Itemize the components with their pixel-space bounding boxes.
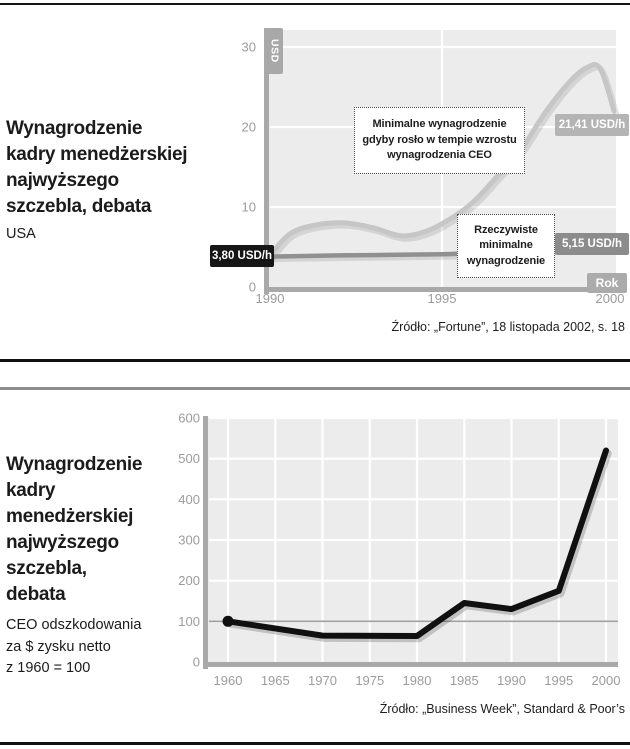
chart2-title-block: Wynagrodzenie kadry menedżerskiej najwyższe… (6, 452, 214, 680)
y-tick-label: 0 (249, 280, 256, 295)
chart1-x-axis-label-badge: Rok (587, 273, 627, 293)
chart1-title-block: Wynagrodzenie kadry menedżerskiej najwyższ… (6, 116, 224, 242)
x-tick-label: 1980 (403, 673, 432, 688)
x-tick-label: 1975 (355, 673, 384, 688)
y-tick-label: 200 (178, 573, 200, 588)
chart2-plot: 0 100 200 300 400 500 600 1960 1965 1970 1975 1980 1… (178, 411, 621, 689)
chart1-ceo-end-value-badge: 21,41 USD/h (555, 114, 629, 136)
x-tick-label: 1970 (308, 673, 337, 688)
middle-divider-gray (0, 387, 630, 390)
start-marker-dot (222, 615, 234, 627)
chart1-annotation-actual-wage: Rzeczywiste minimalne wynagrodzenie (457, 214, 555, 278)
y-tick-label: 0 (193, 655, 200, 670)
x-axis-line (264, 287, 616, 292)
y-tick-label: 100 (178, 614, 200, 629)
x-tick-label: 1965 (261, 673, 290, 688)
x-tick-label: 1995 (428, 291, 457, 306)
series-line (267, 62, 617, 259)
y-tick-label: 10 (242, 200, 256, 215)
chart1-y-axis-unit-badge: USD (266, 28, 283, 74)
x-tick-label: 2000 (592, 673, 621, 688)
x-tick-label: 1990 (256, 291, 285, 306)
x-tick-label: 1990 (497, 673, 526, 688)
series-line (225, 447, 609, 639)
x-tick-label: 1960 (214, 673, 243, 688)
chart1-wage-end-value-badge: 5,15 USD/h (555, 233, 629, 255)
y-tick-label: 500 (178, 451, 200, 466)
chart1-annotation-ceo-growth: Minimalne wynagrodzenie gdyby rosło w tem… (354, 107, 525, 174)
bottom-divider (0, 742, 630, 745)
middle-divider-black (0, 359, 630, 362)
x-tick-label: 2000 (596, 291, 625, 306)
chart2-source-note: Źródło: „Business Week”, Standard & Poor… (379, 702, 625, 716)
x-tick-label: 1995 (544, 673, 573, 688)
y-tick-label: 30 (242, 40, 256, 55)
y-axis-line (264, 28, 269, 294)
x-tick-label: 1985 (450, 673, 479, 688)
y-tick-label: 600 (178, 411, 200, 426)
y-tick-label: 300 (178, 533, 200, 548)
chart1-start-value-badge: 3,80 USD/h (210, 245, 274, 267)
chart1-subtitle: USA (6, 226, 36, 242)
y-tick-label: 400 (178, 492, 200, 507)
top-divider (0, 3, 630, 5)
y-tick-label: 20 (242, 120, 256, 135)
x-axis-line (203, 662, 618, 667)
chart1-source-note: Źródło: „Fortune”, 18 listopada 2002, s.… (391, 320, 625, 334)
chart1-title: Wynagrodzenie kadry menedżerskiej najwyższ… (6, 118, 188, 217)
chart2-title: Wynagrodzenie kadry menedżerskiej najwyższe… (6, 454, 143, 605)
chart2-subtitle: CEO odszkodowania za $ zysku netto z 1960 … (6, 617, 142, 676)
y-axis-line (203, 416, 208, 669)
